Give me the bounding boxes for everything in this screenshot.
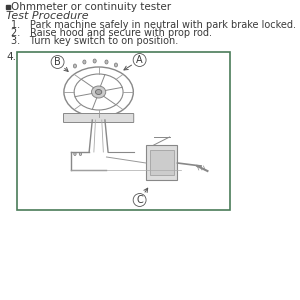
Text: A: A xyxy=(124,55,143,70)
Text: 2. Raise hood and secure with prop rod.: 2. Raise hood and secure with prop rod. xyxy=(11,28,212,38)
Circle shape xyxy=(74,64,76,68)
Circle shape xyxy=(83,60,86,64)
Circle shape xyxy=(114,63,118,67)
Text: B: B xyxy=(54,57,68,71)
Circle shape xyxy=(105,60,108,64)
Ellipse shape xyxy=(92,86,106,98)
Text: 3. Turn key switch to on position.: 3. Turn key switch to on position. xyxy=(11,36,178,46)
Text: 4.: 4. xyxy=(6,52,16,62)
Circle shape xyxy=(93,59,96,63)
Circle shape xyxy=(79,152,82,155)
Text: Ohmmeter or continuity tester: Ohmmeter or continuity tester xyxy=(11,2,171,12)
Bar xyxy=(150,150,173,175)
FancyBboxPatch shape xyxy=(64,113,134,122)
Text: C: C xyxy=(136,188,148,205)
Circle shape xyxy=(74,152,76,155)
Bar xyxy=(17,52,230,210)
Bar xyxy=(146,145,178,180)
Ellipse shape xyxy=(95,89,102,94)
Text: 1. Park machine safely in neutral with park brake locked.: 1. Park machine safely in neutral with p… xyxy=(11,20,296,30)
Text: Test Procedure: Test Procedure xyxy=(6,11,89,21)
